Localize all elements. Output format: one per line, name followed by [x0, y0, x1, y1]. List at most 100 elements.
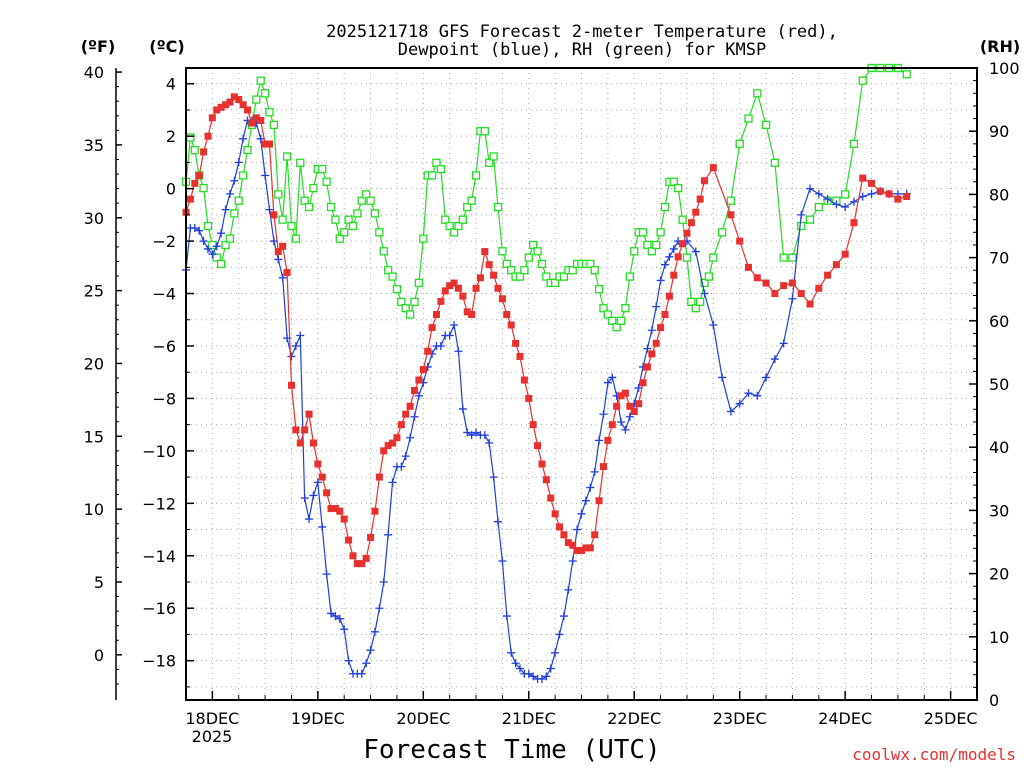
temperature-point	[876, 187, 884, 195]
rh-point	[318, 164, 327, 174]
rh-point	[625, 272, 634, 281]
temperature-point	[868, 179, 876, 187]
temperature-point	[701, 177, 709, 185]
dewpoint-point	[823, 195, 832, 204]
dewpoint-point	[858, 192, 867, 201]
rh-tick-label: 20	[989, 565, 1009, 584]
rh-point	[709, 253, 718, 262]
temperature-point	[239, 101, 247, 109]
rh-point	[647, 247, 656, 256]
rh-point	[375, 228, 384, 237]
temperature-point	[639, 379, 647, 387]
temperature-point	[305, 410, 313, 418]
fahrenheit-tick-label: 5	[94, 573, 104, 592]
dewpoint-point	[577, 509, 586, 518]
dewpoint-point	[753, 391, 762, 400]
temperature-point	[806, 300, 814, 308]
dewpoint-point	[832, 200, 841, 209]
dewpoint-point	[458, 404, 467, 413]
rh-point	[770, 158, 780, 167]
temperature-point	[309, 439, 317, 447]
rh-point	[445, 221, 454, 231]
x-tick-label: 24DEC	[818, 709, 872, 728]
rh-point	[252, 95, 261, 104]
temperature-point	[665, 292, 673, 300]
rh-point	[858, 76, 867, 85]
rh-point	[849, 139, 859, 148]
temperature-point	[586, 544, 594, 552]
temperature-point	[279, 242, 287, 250]
dewpoint-point	[265, 205, 274, 214]
dewpoint-point	[463, 428, 472, 437]
rh-point	[260, 89, 270, 98]
dewpoint-point	[621, 425, 630, 434]
rh-point	[493, 202, 503, 212]
dewpoint-point	[643, 344, 652, 353]
dewpoint-point	[300, 494, 309, 503]
temperature-point	[643, 363, 651, 371]
rh-point	[326, 202, 336, 212]
temperature-point	[670, 271, 678, 279]
dewpoint-point	[296, 331, 305, 340]
dewpoint-point	[770, 355, 779, 364]
dewpoint-point	[498, 557, 507, 566]
dewpoint-point	[797, 210, 806, 219]
rh-point	[630, 247, 639, 256]
celsius-tick-label: −18	[142, 652, 176, 671]
rh-point	[190, 146, 199, 155]
grid-lines	[186, 68, 977, 700]
rh-point	[814, 202, 823, 212]
rh-point	[353, 209, 362, 218]
dewpoint-point	[225, 189, 234, 198]
dewpoint-point	[291, 341, 300, 350]
temperature-point	[200, 148, 208, 156]
dewpoint-point	[406, 433, 415, 442]
rh-point	[410, 297, 419, 306]
rh-point	[612, 322, 621, 332]
rh-point	[449, 228, 459, 237]
dewpoint-point	[366, 646, 375, 655]
celsius-tick-label: −4	[152, 285, 176, 304]
temperature-point	[244, 106, 252, 114]
temperature-point	[485, 261, 493, 269]
rh-point	[507, 266, 516, 275]
temperature-point	[397, 421, 405, 429]
fahrenheit-tick-label: 25	[84, 282, 104, 301]
dewpoint-point	[608, 373, 617, 382]
rh-tick-label: 0	[989, 691, 999, 710]
temperature-point	[375, 473, 383, 481]
temperature-point	[578, 547, 585, 555]
fahrenheit-tick-label: 40	[84, 63, 104, 82]
temperature-point	[604, 436, 612, 444]
dewpoint-point	[340, 625, 349, 634]
dewpoint-point	[700, 289, 709, 298]
dewpoint-point	[581, 496, 590, 505]
rh-point	[735, 139, 744, 148]
rh-point	[533, 247, 542, 256]
temperature-point	[490, 271, 498, 279]
temperature-point	[674, 253, 682, 261]
celsius-tick-label: 2	[166, 127, 176, 146]
fahrenheit-tick-label: 20	[84, 354, 104, 373]
dewpoint-point	[234, 158, 243, 167]
dewpoint-point	[370, 627, 379, 636]
temperature-point	[516, 352, 524, 360]
rh-point	[274, 190, 283, 199]
rh-point	[432, 158, 441, 167]
temperature-point	[859, 174, 867, 182]
temperature-point	[265, 140, 273, 148]
dewpoint-point	[322, 570, 331, 579]
rh-point	[788, 253, 797, 262]
dewpoint-point	[305, 515, 314, 524]
dewpoint-point	[375, 604, 384, 613]
temperature-point	[736, 237, 744, 245]
dewpoint-point	[203, 244, 212, 253]
rh-point	[669, 177, 678, 186]
rh-point	[590, 266, 599, 275]
temperature-point	[512, 339, 520, 347]
rh-point	[594, 285, 604, 294]
dewpoint-point	[788, 294, 797, 303]
temperature-point	[415, 376, 423, 384]
x-tick-label: 19DEC	[291, 709, 345, 728]
temperature-point	[635, 400, 643, 408]
